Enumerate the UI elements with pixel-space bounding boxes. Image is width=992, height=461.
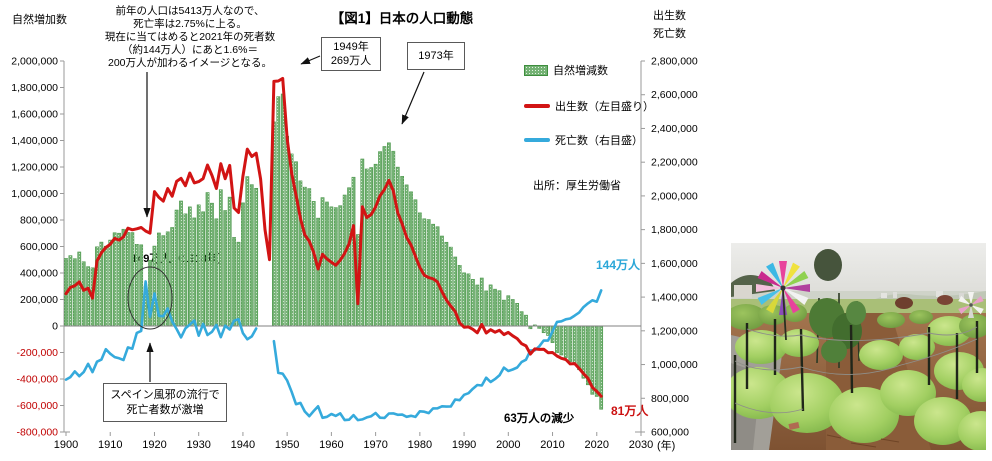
svg-text:2,200,000: 2,200,000 bbox=[651, 157, 698, 169]
svg-text:-600,000: -600,000 bbox=[17, 400, 59, 412]
svg-text:1,400,000: 1,400,000 bbox=[651, 292, 698, 304]
legend-item-births: 出生数（左目盛り） bbox=[524, 98, 654, 114]
callout-1949: 1949年 269万人 bbox=[321, 37, 381, 71]
svg-text:1960: 1960 bbox=[319, 439, 343, 451]
chart-title: 【図1】日本の人口動態 bbox=[330, 11, 474, 26]
photo-shed bbox=[734, 285, 752, 298]
photo-brick bbox=[788, 422, 800, 430]
note-line: 死亡率は2.75%に上る。 bbox=[133, 18, 247, 31]
note-line: 前年の人口は5413万人なので、 bbox=[115, 5, 265, 17]
svg-text:600,000: 600,000 bbox=[651, 427, 689, 439]
svg-text:400,000: 400,000 bbox=[20, 268, 58, 280]
svg-text:2010: 2010 bbox=[540, 439, 564, 451]
svg-text:1,000,000: 1,000,000 bbox=[11, 188, 58, 200]
svg-text:2,400,000: 2,400,000 bbox=[651, 123, 698, 135]
label-deaths-latest: 144万人 bbox=[596, 258, 641, 272]
spanish-flu-line2: 死亡者数が激増 bbox=[126, 403, 204, 416]
svg-text:-200,000: -200,000 bbox=[17, 347, 59, 359]
legend-label-births: 出生数（左目盛り） bbox=[555, 101, 654, 113]
svg-text:-800,000: -800,000 bbox=[17, 427, 59, 439]
legend-item-deaths: 死亡数（右目盛） bbox=[524, 132, 643, 148]
note-line: 現在に当てはめると2021年の死者数 bbox=[104, 31, 276, 44]
svg-text:2,000,000: 2,000,000 bbox=[11, 56, 58, 68]
garden-photo bbox=[731, 243, 986, 450]
photo-strings bbox=[734, 326, 978, 414]
callout-1973-year: 1973年 bbox=[418, 49, 454, 62]
legend-label-deaths: 死亡数（右目盛） bbox=[555, 135, 643, 147]
photo-poles bbox=[733, 319, 979, 443]
svg-text:1,600,000: 1,600,000 bbox=[11, 109, 58, 121]
svg-text:1,000,000: 1,000,000 bbox=[651, 359, 698, 371]
svg-text:1990: 1990 bbox=[452, 439, 476, 451]
spanish-flu-line1: スペイン風邪の流行で bbox=[110, 389, 220, 402]
svg-text:2,600,000: 2,600,000 bbox=[651, 89, 698, 101]
left-axis-title: 自然増加数 bbox=[12, 14, 67, 26]
label-births-latest: 81万人 bbox=[611, 404, 649, 418]
svg-text:600,000: 600,000 bbox=[20, 241, 58, 253]
svg-text:2000: 2000 bbox=[496, 439, 520, 451]
svg-text:-400,000: -400,000 bbox=[17, 374, 59, 386]
photo-debris bbox=[826, 434, 900, 448]
svg-text:2020: 2020 bbox=[585, 439, 609, 451]
svg-text:(年): (年) bbox=[657, 438, 675, 452]
photo-tomato-plants bbox=[809, 293, 866, 368]
note-line: （約144万人）にあと1.6%＝ bbox=[122, 44, 258, 57]
pinwheel-blades bbox=[756, 261, 810, 315]
svg-text:1,400,000: 1,400,000 bbox=[11, 135, 58, 147]
svg-text:1,200,000: 1,200,000 bbox=[11, 162, 58, 174]
svg-text:1980: 1980 bbox=[408, 439, 432, 451]
population-chart-plot: 2,000,000 1,800,000 1,600,000 1,400,000 1,20… bbox=[11, 55, 698, 452]
svg-text:1950: 1950 bbox=[275, 439, 299, 451]
svg-text:1970: 1970 bbox=[363, 439, 387, 451]
svg-text:1900: 1900 bbox=[54, 439, 78, 451]
legend-item-natural-change: 自然増減数 bbox=[524, 62, 608, 78]
right-axis-title-deaths: 死亡数 bbox=[653, 28, 686, 40]
note-annotation: 前年の人口は5413万人なので、 死亡率は2.75%に上る。 現在に当てはめると… bbox=[68, 5, 312, 70]
births-line-swatch-icon bbox=[524, 104, 550, 108]
callout-spanish-flu: スペイン風邪の流行で 死亡者数が激増 bbox=[103, 383, 227, 422]
svg-text:2,000,000: 2,000,000 bbox=[651, 190, 698, 202]
svg-text:1910: 1910 bbox=[98, 439, 122, 451]
deaths-line-swatch-icon bbox=[524, 138, 550, 142]
photo-small-pinwheel bbox=[958, 292, 984, 318]
svg-text:0: 0 bbox=[52, 321, 58, 333]
note-line: 200万人が加わるイメージとなる。 bbox=[108, 57, 272, 70]
svg-text:1920: 1920 bbox=[142, 439, 166, 451]
callout-1949-value: 269万人 bbox=[330, 55, 372, 67]
svg-text:1,200,000: 1,200,000 bbox=[651, 325, 698, 337]
source-label: 出所：厚生労働省 bbox=[533, 180, 621, 192]
label-natural-decrease: 63万人の減少 bbox=[504, 413, 575, 425]
svg-text:2030: 2030 bbox=[629, 439, 653, 451]
svg-text:200,000: 200,000 bbox=[20, 294, 58, 306]
svg-text:1,600,000: 1,600,000 bbox=[651, 258, 698, 270]
callout-1949-year: 1949年 bbox=[333, 40, 369, 53]
svg-text:1930: 1930 bbox=[186, 439, 210, 451]
svg-text:1940: 1940 bbox=[231, 439, 255, 451]
photo-red-plant-2 bbox=[937, 295, 953, 305]
photo-tree bbox=[814, 249, 842, 281]
svg-text:1,800,000: 1,800,000 bbox=[651, 224, 698, 236]
photo-pinwheel bbox=[756, 261, 810, 341]
svg-text:1,800,000: 1,800,000 bbox=[11, 82, 58, 94]
callout-1973: 1973年 bbox=[407, 42, 465, 70]
bar-swatch-icon bbox=[524, 64, 548, 76]
svg-text:2,800,000: 2,800,000 bbox=[651, 56, 698, 68]
svg-text:800,000: 800,000 bbox=[651, 393, 689, 405]
svg-text:800,000: 800,000 bbox=[20, 215, 58, 227]
photo-red-plant bbox=[895, 297, 913, 309]
legend-label-natural-change: 自然増減数 bbox=[553, 65, 608, 77]
right-axis-title-births: 出生数 bbox=[653, 10, 686, 22]
